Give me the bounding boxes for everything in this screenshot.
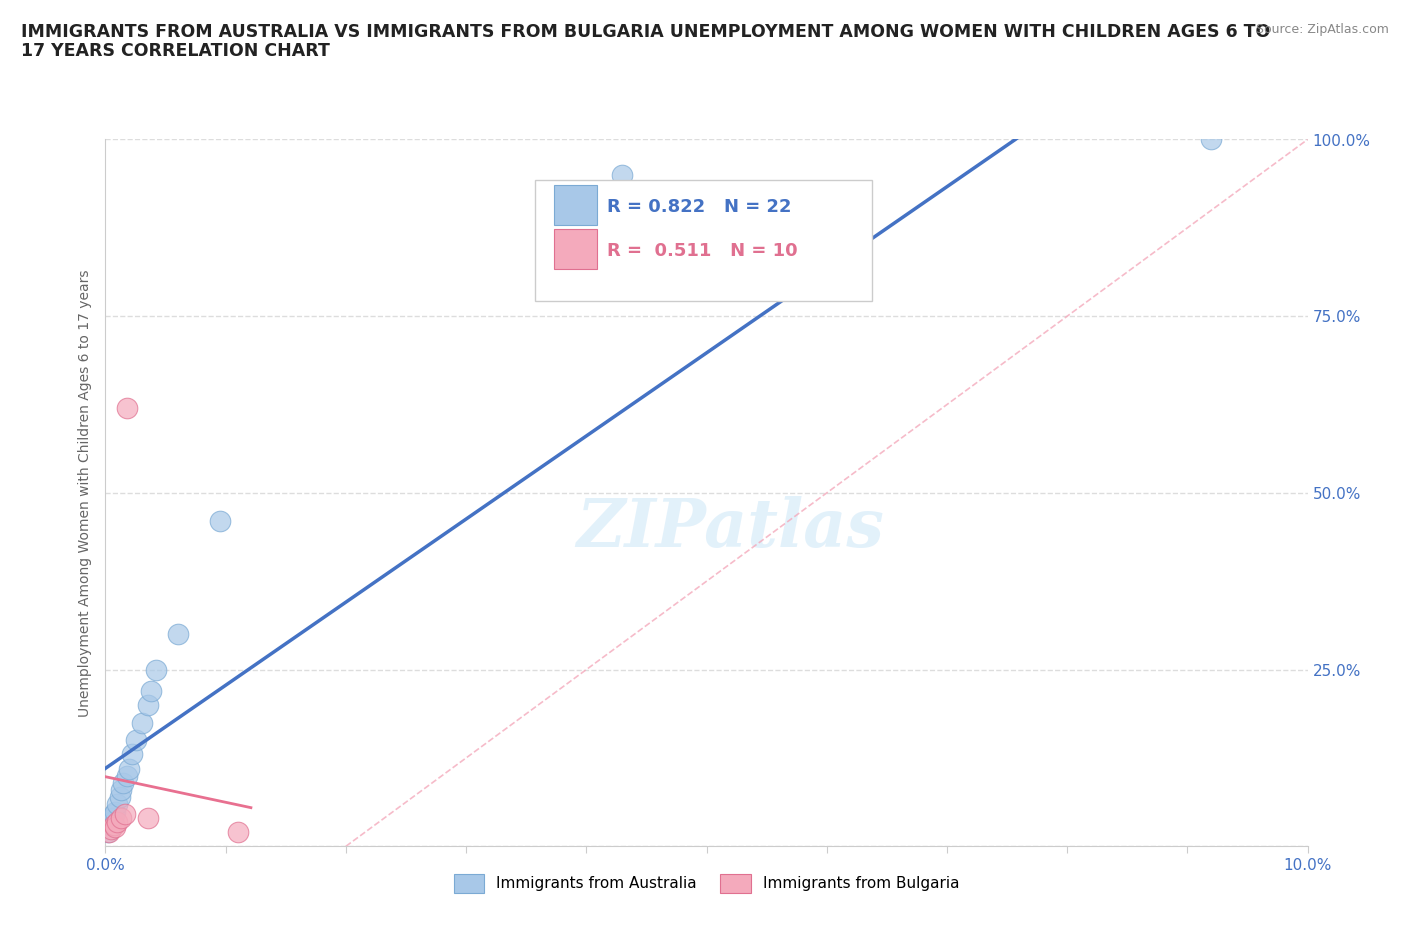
Text: R = 0.822   N = 22: R = 0.822 N = 22 xyxy=(607,198,792,216)
Point xyxy=(101,811,124,826)
Point xyxy=(110,811,132,826)
Point xyxy=(98,825,121,840)
Point xyxy=(131,715,153,730)
Point xyxy=(115,768,138,783)
Text: ZIPatlas: ZIPatlas xyxy=(576,496,884,561)
Text: IMMIGRANTS FROM AUSTRALIA VS IMMIGRANTS FROM BULGARIA UNEMPLOYMENT AMONG WOMEN W: IMMIGRANTS FROM AUSTRALIA VS IMMIGRANTS … xyxy=(21,23,1271,41)
FancyBboxPatch shape xyxy=(534,179,872,300)
Point xyxy=(1201,132,1223,147)
Point xyxy=(115,401,138,416)
Text: Source: ZipAtlas.com: Source: ZipAtlas.com xyxy=(1256,23,1389,36)
Point xyxy=(139,684,162,698)
Point xyxy=(226,825,249,840)
Legend: Immigrants from Australia, Immigrants from Bulgaria: Immigrants from Australia, Immigrants fr… xyxy=(447,868,966,898)
Point xyxy=(104,805,127,820)
Point xyxy=(145,662,167,677)
Point xyxy=(98,817,121,832)
Text: 17 YEARS CORRELATION CHART: 17 YEARS CORRELATION CHART xyxy=(21,42,330,60)
Point xyxy=(114,807,136,822)
Point xyxy=(103,807,125,822)
Point xyxy=(118,761,141,776)
Point xyxy=(166,627,188,642)
Point xyxy=(107,814,129,829)
Point xyxy=(107,796,129,811)
Point xyxy=(112,776,135,790)
Y-axis label: Unemployment Among Women with Children Ages 6 to 17 years: Unemployment Among Women with Children A… xyxy=(79,269,93,717)
Point xyxy=(100,814,122,829)
Point xyxy=(136,811,159,826)
FancyBboxPatch shape xyxy=(554,185,598,225)
Point xyxy=(103,817,125,832)
Point xyxy=(104,819,127,834)
Point xyxy=(136,698,159,712)
Point xyxy=(97,825,120,840)
Point xyxy=(124,733,146,748)
FancyBboxPatch shape xyxy=(554,230,598,269)
Point xyxy=(100,821,122,836)
Point xyxy=(110,782,132,797)
Point xyxy=(108,790,131,804)
Text: R =  0.511   N = 10: R = 0.511 N = 10 xyxy=(607,242,797,260)
Point xyxy=(612,167,634,182)
Point xyxy=(121,747,143,762)
Point xyxy=(208,513,231,528)
